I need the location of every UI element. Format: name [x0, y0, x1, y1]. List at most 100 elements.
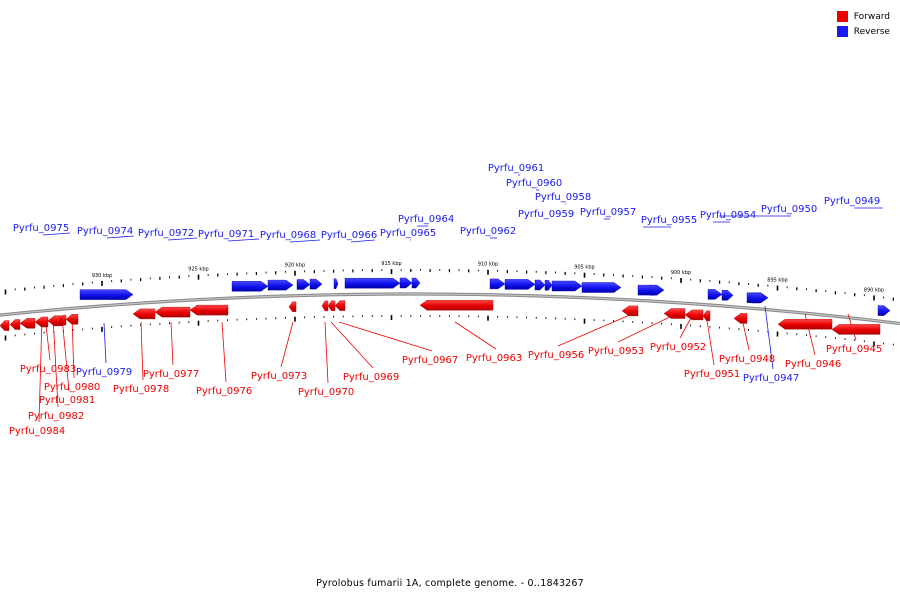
gene-label[interactable]: Pyrfu_0981	[39, 395, 95, 406]
forward-label: Forward	[853, 11, 890, 22]
reverse-swatch	[836, 26, 848, 37]
gene-pyrfu-0961[interactable]	[504, 279, 536, 290]
gene-pyrfu-0983[interactable]	[34, 316, 49, 328]
leader-line	[167, 237, 198, 241]
gene-pyrfu-0966[interactable]	[344, 278, 401, 289]
gene-pyrfu-0962[interactable]	[489, 278, 506, 290]
gene-label[interactable]: Pyrfu_0973	[251, 371, 307, 382]
gene-pyrfu-0969[interactable]	[327, 300, 336, 311]
leader-line	[338, 321, 433, 352]
gene-pyrfu-0981[interactable]	[59, 314, 67, 326]
axis-tick-label: 895 kbp	[767, 278, 787, 284]
gene-label[interactable]: Pyrfu_0970	[298, 387, 354, 398]
gene-pyrfu-0976[interactable]	[189, 304, 229, 316]
gene-label[interactable]: Pyrfu_0983	[20, 364, 76, 375]
gene-label[interactable]: Pyrfu_0975	[13, 223, 69, 234]
gene-extra[interactable]	[333, 278, 339, 289]
gene-pyrfu-0972[interactable]	[267, 279, 294, 291]
gene-edge[interactable]	[9, 319, 21, 330]
gene-extra[interactable]	[649, 285, 661, 296]
gene-pyrfu-0948[interactable]	[733, 313, 748, 324]
leader-line	[557, 313, 633, 347]
gene-pyrfu-0967[interactable]	[334, 300, 346, 311]
gene-pyrfu-0978[interactable]	[132, 308, 156, 320]
gene-extra[interactable]	[751, 292, 768, 304]
label-leaders	[38, 174, 883, 423]
gene-pyrfu-0946[interactable]	[777, 319, 833, 330]
gene-pyrfu-0954[interactable]	[707, 289, 723, 300]
gene-pyrfu-0949[interactable]	[877, 305, 891, 316]
gene-label[interactable]: Pyrfu_0945	[826, 344, 882, 355]
gene-label[interactable]: Pyrfu_0978	[113, 384, 169, 395]
gene-label[interactable]: Pyrfu_0976	[196, 386, 252, 397]
gene-label[interactable]: Pyrfu_0956	[528, 350, 584, 361]
gene-pyrfu-0973[interactable]	[288, 301, 297, 312]
gene-pyrfu-0975[interactable]	[79, 289, 134, 300]
legend-forward: Forward	[836, 9, 890, 24]
genome-caption: Pyrolobus fumarii 1A, complete genome. -…	[316, 578, 584, 589]
leader-line	[280, 321, 294, 368]
gene-label[interactable]: Pyrfu_0980	[44, 382, 100, 393]
gene-pyrfu-0957[interactable]	[581, 282, 622, 293]
gene-label[interactable]: Pyrfu_0984	[9, 426, 65, 437]
gene-label[interactable]: Pyrfu_0969	[343, 372, 399, 383]
gene-pyrfu-0977[interactable]	[154, 306, 191, 318]
gene-label[interactable]: Pyrfu_0982	[28, 411, 84, 422]
axis-tick-label: 920 kbp	[285, 263, 305, 269]
gene-pyrfu-0959[interactable]	[544, 280, 553, 291]
gene-label[interactable]: Pyrfu_0958	[535, 192, 591, 203]
gene-pyrfu-0971[interactable]	[296, 279, 311, 290]
leader-line	[454, 321, 497, 350]
gene-label[interactable]: Pyrfu_0960	[506, 178, 562, 189]
gene-pyrfu-0964[interactable]	[411, 277, 421, 289]
gene-label[interactable]: Pyrfu_0951	[684, 369, 740, 380]
gene-label[interactable]: Pyrfu_0966	[321, 230, 377, 241]
gene-pyrfu-0945[interactable]	[831, 324, 881, 335]
gene-pyrfu-0974[interactable]	[231, 281, 269, 292]
gene-label[interactable]: Pyrfu_0946	[785, 359, 841, 370]
gene-label[interactable]: Pyrfu_0967	[402, 355, 458, 366]
gene-pyrfu-0952[interactable]	[684, 309, 704, 321]
gene-label[interactable]: Pyrfu_0949	[824, 196, 880, 207]
gene-label[interactable]: Pyrfu_0957	[580, 207, 636, 218]
gene-pyrfu-0951[interactable]	[702, 310, 711, 321]
gene-edge[interactable]	[19, 318, 36, 329]
gene-pyrfu-0968[interactable]	[309, 278, 323, 290]
axis-tick-label: 910 kbp	[478, 262, 498, 268]
gene-label[interactable]: Pyrfu_0952	[650, 342, 706, 353]
leader-line	[61, 316, 70, 392]
gene-label[interactable]: Pyrfu_0947	[743, 373, 799, 384]
gene-label[interactable]: Pyrfu_0968	[260, 230, 316, 241]
gene-pyrfu-0956[interactable]	[621, 305, 639, 317]
gene-pyrfu-0980[interactable]	[65, 314, 79, 325]
gene-label[interactable]: Pyrfu_0971	[198, 229, 254, 240]
gene-label[interactable]: Pyrfu_0962	[460, 226, 516, 237]
gene-pyrfu-0953[interactable]	[663, 308, 686, 319]
gene-label[interactable]: Pyrfu_0979	[76, 367, 132, 378]
gene-pyrfu-0958[interactable]	[551, 280, 583, 292]
gene-label[interactable]: Pyrfu_0972	[138, 228, 194, 239]
gene-label[interactable]: Pyrfu_0955	[641, 215, 697, 226]
gene-label[interactable]: Pyrfu_0954	[700, 210, 756, 221]
gene-pyrfu-0965[interactable]	[399, 277, 413, 289]
axis-tick-label: 930 kbp	[92, 273, 112, 279]
gene-pyrfu-0960[interactable]	[534, 279, 546, 291]
gene-label[interactable]: Pyrfu_0948	[719, 354, 775, 365]
gene-label[interactable]: Pyrfu_0950	[761, 204, 817, 215]
gene-label[interactable]: Pyrfu_0964	[398, 214, 454, 225]
gene-label[interactable]: Pyrfu_0963	[466, 353, 522, 364]
axis-tick-label: 905 kbp	[574, 265, 594, 271]
gene-label[interactable]: Pyrfu_0974	[77, 226, 133, 237]
gene-pyrfu-0982[interactable]	[47, 315, 61, 327]
gene-pyrfu-0970[interactable]	[321, 300, 329, 312]
gene-pyrfu-0963[interactable]	[419, 300, 494, 311]
gene-label[interactable]: Pyrfu_0977	[143, 369, 199, 380]
gene-label[interactable]: Pyrfu_0961	[488, 163, 544, 174]
gene-label[interactable]: Pyrfu_0953	[588, 346, 644, 357]
leader-line	[52, 316, 59, 408]
axis-ticks: 930 kbp 925 kbp 920 kbp 915 kbp 910 kbp 905 k…	[4, 261, 894, 347]
gene-pyrfu-0950[interactable]	[721, 290, 734, 301]
gene-edge[interactable]	[0, 320, 10, 331]
gene-label[interactable]: Pyrfu_0965	[380, 228, 436, 239]
gene-label[interactable]: Pyrfu_0959	[518, 209, 574, 220]
